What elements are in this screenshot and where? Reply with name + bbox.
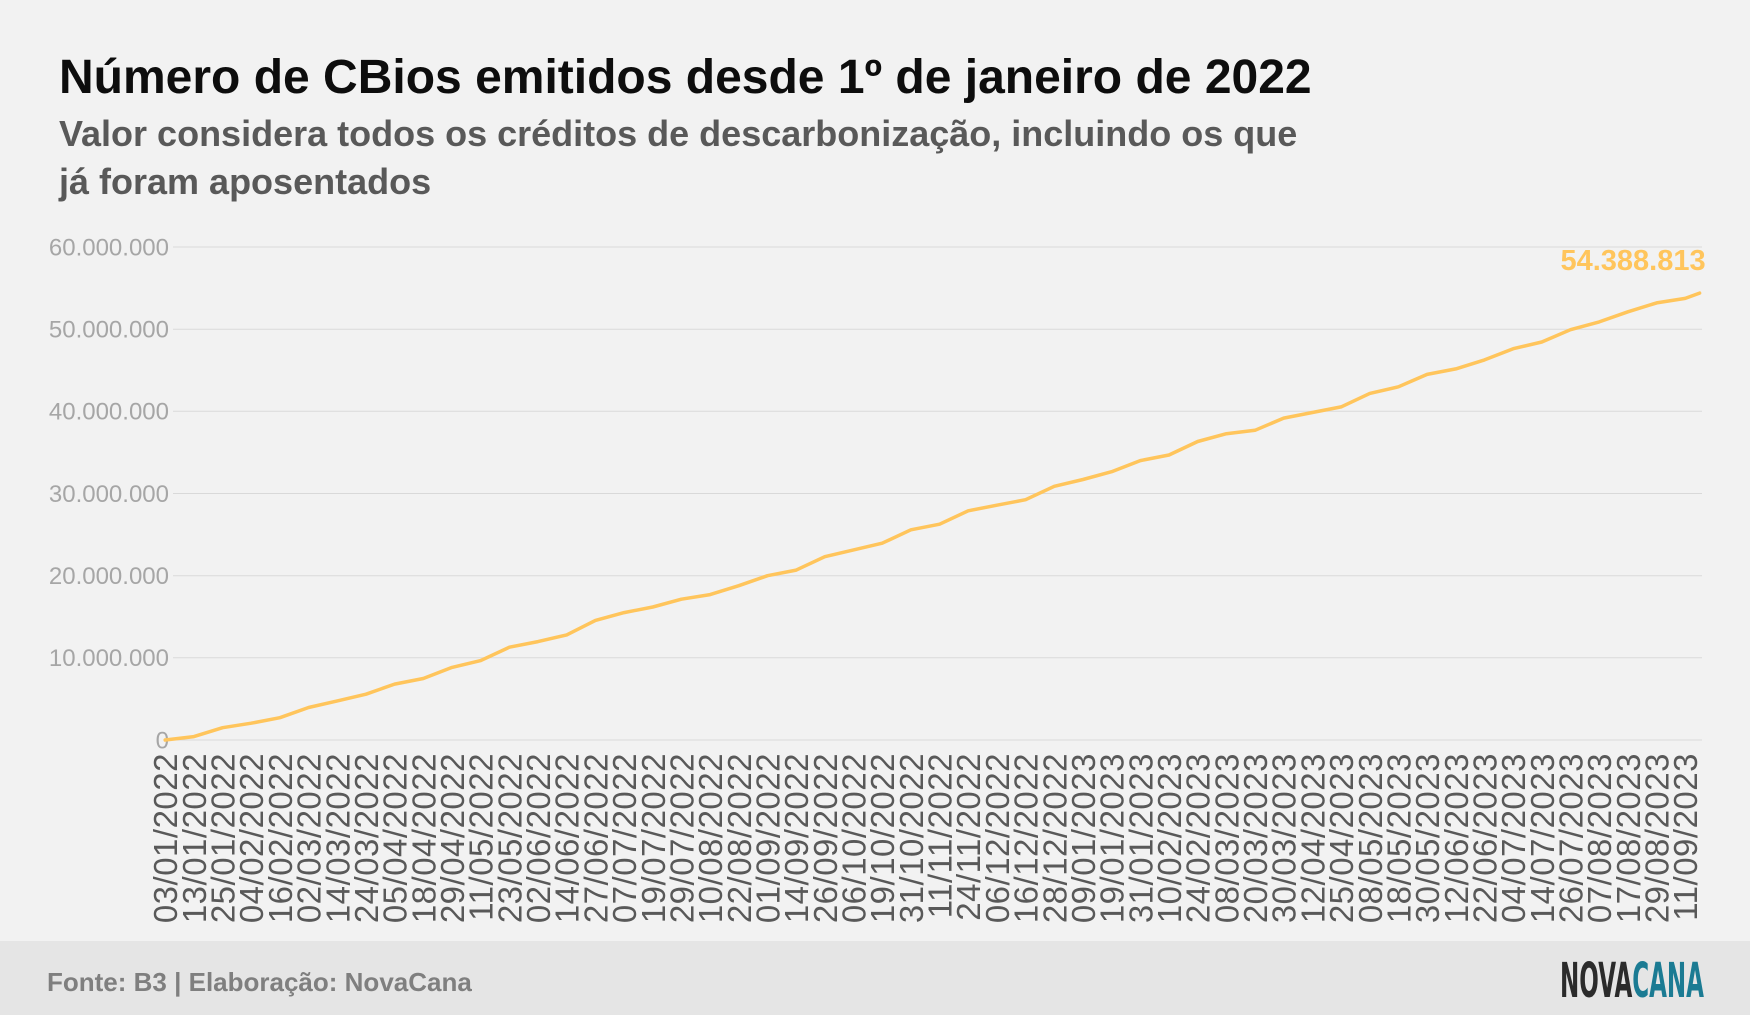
line-chart: 0 10.000.000 20.000.000 30.000.000 40.000.00… bbox=[49, 234, 1706, 923]
x-tick-label: 10/08/2022 bbox=[692, 753, 729, 923]
x-tick-label: 24/03/2022 bbox=[348, 753, 385, 923]
x-tick-label: 04/02/2022 bbox=[233, 753, 270, 923]
x-tick-label: 14/09/2022 bbox=[778, 753, 815, 923]
y-tick-label: 0 bbox=[156, 727, 169, 754]
x-tick-label: 26/07/2023 bbox=[1553, 753, 1590, 923]
x-tick-label: 31/01/2023 bbox=[1122, 753, 1159, 923]
x-tick-label: 14/03/2022 bbox=[319, 753, 356, 923]
x-tick-label: 16/12/2022 bbox=[1008, 753, 1045, 923]
x-tick-label: 04/07/2023 bbox=[1495, 753, 1532, 923]
x-tick-label: 08/03/2023 bbox=[1208, 753, 1245, 923]
x-tick-label: 29/04/2022 bbox=[434, 753, 471, 923]
x-tick-label: 24/02/2023 bbox=[1180, 753, 1217, 923]
x-tick-label: 18/04/2022 bbox=[405, 753, 442, 923]
y-tick-label: 40.000.000 bbox=[49, 399, 169, 426]
series-line bbox=[163, 291, 1702, 742]
x-tick-label: 18/05/2023 bbox=[1380, 753, 1417, 923]
x-tick-label: 12/04/2023 bbox=[1294, 753, 1331, 923]
x-tick-label: 10/02/2023 bbox=[1151, 753, 1188, 923]
x-tick-label: 07/07/2022 bbox=[606, 753, 643, 923]
x-tick-label: 09/01/2023 bbox=[1065, 753, 1102, 923]
logo-part-cana: CANA bbox=[1632, 958, 1704, 1000]
x-tick-label: 25/01/2022 bbox=[205, 753, 242, 923]
x-tick-label: 13/01/2022 bbox=[176, 753, 213, 923]
chart-subtitle: Valor considera todos os créditos de des… bbox=[59, 113, 1298, 202]
x-tick-label: 11/05/2022 bbox=[463, 753, 500, 921]
x-tick-label: 24/11/2022 bbox=[950, 753, 987, 921]
x-tick-label: 19/01/2023 bbox=[1094, 753, 1131, 923]
x-tick-label: 19/07/2022 bbox=[635, 753, 672, 923]
chart-title: Número de CBios emitidos desde 1º de jan… bbox=[59, 51, 1312, 104]
last-value-label: 54.388.813 bbox=[1560, 245, 1705, 277]
x-tick-label: 30/05/2023 bbox=[1409, 753, 1446, 923]
x-tick-label: 14/06/2022 bbox=[549, 753, 586, 923]
x-tick-label: 29/08/2023 bbox=[1639, 753, 1676, 923]
x-tick-label: 02/03/2022 bbox=[291, 753, 328, 923]
footer: Fonte: B3 | Elaboração: NovaCana NOVACAN… bbox=[0, 941, 1750, 1015]
x-tick-label: 05/04/2022 bbox=[377, 753, 414, 923]
x-tick-label: 03/01/2022 bbox=[147, 753, 184, 923]
x-tick-label: 08/05/2023 bbox=[1352, 753, 1389, 923]
x-tick-label: 16/02/2022 bbox=[262, 753, 299, 923]
x-tick-label: 29/07/2022 bbox=[663, 753, 700, 923]
x-tick-label: 28/12/2022 bbox=[1036, 753, 1073, 923]
x-tick-label: 11/09/2023 bbox=[1667, 753, 1704, 921]
x-tick-label: 06/10/2022 bbox=[836, 753, 873, 923]
y-tick-label: 30.000.000 bbox=[49, 481, 169, 508]
x-tick-label: 30/03/2023 bbox=[1266, 753, 1303, 923]
x-tick-label: 19/10/2022 bbox=[864, 753, 901, 923]
x-tick-label: 14/07/2023 bbox=[1524, 753, 1561, 923]
x-tick-label: 22/06/2023 bbox=[1467, 753, 1504, 923]
x-tick-label: 23/05/2022 bbox=[491, 753, 528, 923]
logo-wordmark: NOVACANA bbox=[1560, 958, 1704, 1000]
x-tick-label: 25/04/2023 bbox=[1323, 753, 1360, 923]
x-tick-label: 07/08/2023 bbox=[1581, 753, 1618, 923]
x-tick-label: 02/06/2022 bbox=[520, 753, 557, 923]
source-credit: Fonte: B3 | Elaboração: NovaCana bbox=[47, 967, 472, 997]
x-tick-label: 17/08/2023 bbox=[1610, 753, 1647, 923]
x-tick-label: 26/09/2022 bbox=[807, 753, 844, 923]
x-tick-label: 27/06/2022 bbox=[577, 753, 614, 923]
y-tick-label: 60.000.000 bbox=[49, 234, 169, 261]
novacana-logo: NOVACANA bbox=[1560, 958, 1704, 1000]
x-tick-label: 11/11/2022 bbox=[922, 753, 959, 918]
x-tick-label: 01/09/2022 bbox=[750, 753, 787, 923]
y-tick-label: 10.000.000 bbox=[49, 645, 169, 672]
y-tick-label: 50.000.000 bbox=[49, 317, 169, 344]
x-tick-label: 22/08/2022 bbox=[721, 753, 758, 923]
logo-part-nova: NOVA bbox=[1560, 958, 1632, 1000]
x-tick-label: 31/10/2022 bbox=[893, 753, 930, 923]
y-tick-label: 20.000.000 bbox=[49, 563, 169, 590]
x-tick-label: 06/12/2022 bbox=[979, 753, 1016, 923]
x-tick-label: 20/03/2023 bbox=[1237, 753, 1274, 923]
x-tick-label: 12/06/2023 bbox=[1438, 753, 1475, 923]
